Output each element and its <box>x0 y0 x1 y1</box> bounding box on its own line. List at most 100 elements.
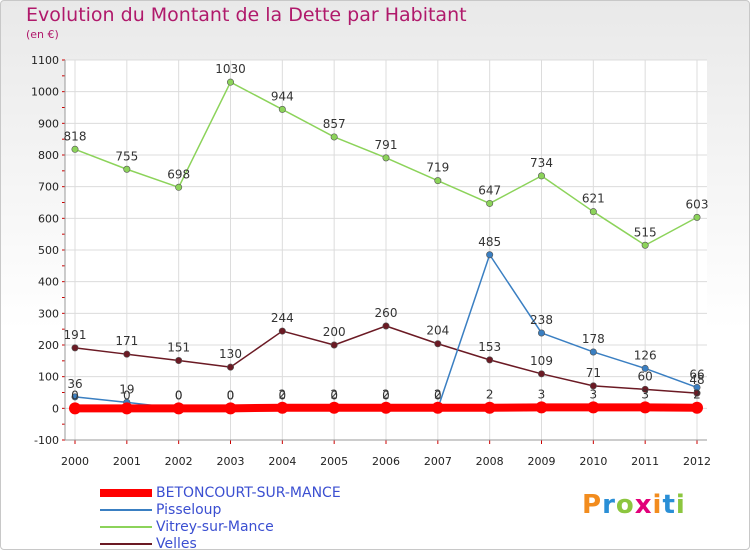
data-label: 191 <box>64 328 87 342</box>
legend-label: Velles <box>156 535 197 552</box>
legend-item-pisseloup: Pisseloup <box>100 501 341 518</box>
data-point <box>71 393 79 401</box>
x-tick-label: 2002 <box>165 455 193 468</box>
data-point <box>641 364 649 372</box>
data-point <box>537 329 545 337</box>
data-label: 48 <box>689 373 704 387</box>
data-label: 2 <box>434 388 442 402</box>
data-point <box>535 401 548 414</box>
data-point <box>691 401 703 414</box>
x-tick-label: 2000 <box>61 455 89 468</box>
legend-item-velles: Velles <box>100 535 341 552</box>
logo-letter: i <box>675 490 686 520</box>
data-label: 857 <box>323 117 346 131</box>
y-tick-label: 500 <box>38 244 59 257</box>
legend-label: BETONCOURT-SUR-MANCE <box>156 484 341 501</box>
data-label: 0 <box>123 388 131 402</box>
data-label: 734 <box>530 156 553 170</box>
series-betoncourt-sur-mance <box>69 401 703 415</box>
x-tick-label: 2004 <box>268 455 296 468</box>
data-label: 0 <box>71 388 79 402</box>
data-point <box>382 154 390 162</box>
logo-letter: r <box>602 490 616 520</box>
data-point <box>587 401 600 414</box>
data-label: 755 <box>115 149 138 163</box>
data-point <box>172 402 185 415</box>
y-tick-label: 0 <box>52 402 59 415</box>
legend-item-betoncourt: BETONCOURT-SUR-MANCE <box>100 484 341 501</box>
data-label: 19 <box>119 382 134 396</box>
x-tick-label: 2003 <box>217 455 245 468</box>
data-point <box>276 401 289 414</box>
data-label: 0 <box>279 388 287 402</box>
x-tick-label: 2010 <box>579 455 607 468</box>
data-label: 791 <box>375 138 398 152</box>
x-tick-label: 2009 <box>528 455 556 468</box>
data-point <box>431 401 444 414</box>
chart-title: Evolution du Montant de la Dette par Hab… <box>26 4 467 26</box>
data-label: 0 <box>175 388 183 402</box>
data-label: 153 <box>478 340 501 354</box>
data-point <box>486 251 494 259</box>
data-label: 485 <box>478 235 501 249</box>
data-label: 0 <box>227 388 235 402</box>
series-velles <box>71 322 701 397</box>
chart-legend: BETONCOURT-SUR-MANCE Pisseloup Vitrey-su… <box>100 484 341 552</box>
y-tick-label: 200 <box>38 339 59 352</box>
data-label: 126 <box>634 348 657 362</box>
legend-swatch <box>100 525 152 528</box>
data-point <box>693 383 701 391</box>
y-tick-label: 1100 <box>31 54 59 67</box>
y-tick-label: 1000 <box>31 86 59 99</box>
data-label: 178 <box>582 332 605 346</box>
data-label: 621 <box>582 192 605 206</box>
data-label: 2 <box>330 388 338 402</box>
data-point <box>278 327 286 335</box>
data-point <box>71 344 79 352</box>
data-label: 719 <box>426 161 449 175</box>
data-point <box>224 402 237 415</box>
data-label: 204 <box>426 324 449 338</box>
data-label: 3 <box>538 387 546 401</box>
data-label: 238 <box>530 313 553 327</box>
data-label: 260 <box>375 306 398 320</box>
data-point <box>227 363 235 371</box>
data-point <box>434 177 442 185</box>
legend-swatch <box>100 488 152 497</box>
data-point <box>175 183 183 191</box>
data-point <box>641 385 649 393</box>
data-label: 244 <box>271 311 294 325</box>
data-label: 71 <box>586 366 601 380</box>
data-point <box>589 348 597 356</box>
data-label: 36 <box>67 377 82 391</box>
data-point <box>639 401 652 414</box>
data-label: 2 <box>693 388 701 402</box>
y-tick-label: 800 <box>38 149 59 162</box>
data-label: 151 <box>167 341 190 355</box>
legend-label: Pisseloup <box>156 501 222 518</box>
chart-subtitle: (en €) <box>26 28 59 41</box>
data-point <box>123 165 131 173</box>
x-tick-label: 2007 <box>424 455 452 468</box>
data-label: 818 <box>64 129 87 143</box>
data-label: 698 <box>167 167 190 181</box>
data-point <box>71 145 79 153</box>
data-point <box>330 133 338 141</box>
y-tick-label: 700 <box>38 181 59 194</box>
data-label: 0 <box>227 388 235 402</box>
y-tick-label: 600 <box>38 212 59 225</box>
data-label: 647 <box>478 183 501 197</box>
data-point <box>483 401 496 414</box>
data-point <box>434 340 442 348</box>
data-point <box>69 402 81 415</box>
data-label: 3 <box>590 387 598 401</box>
series-vitrey-sur-mance <box>71 78 701 249</box>
data-label: 944 <box>271 89 294 103</box>
data-label: 0 <box>175 388 183 402</box>
data-label: 200 <box>323 325 346 339</box>
legend-label: Vitrey-sur-Mance <box>156 518 274 535</box>
data-point <box>693 213 701 221</box>
data-label: 2 <box>279 388 287 402</box>
data-point <box>486 199 494 207</box>
